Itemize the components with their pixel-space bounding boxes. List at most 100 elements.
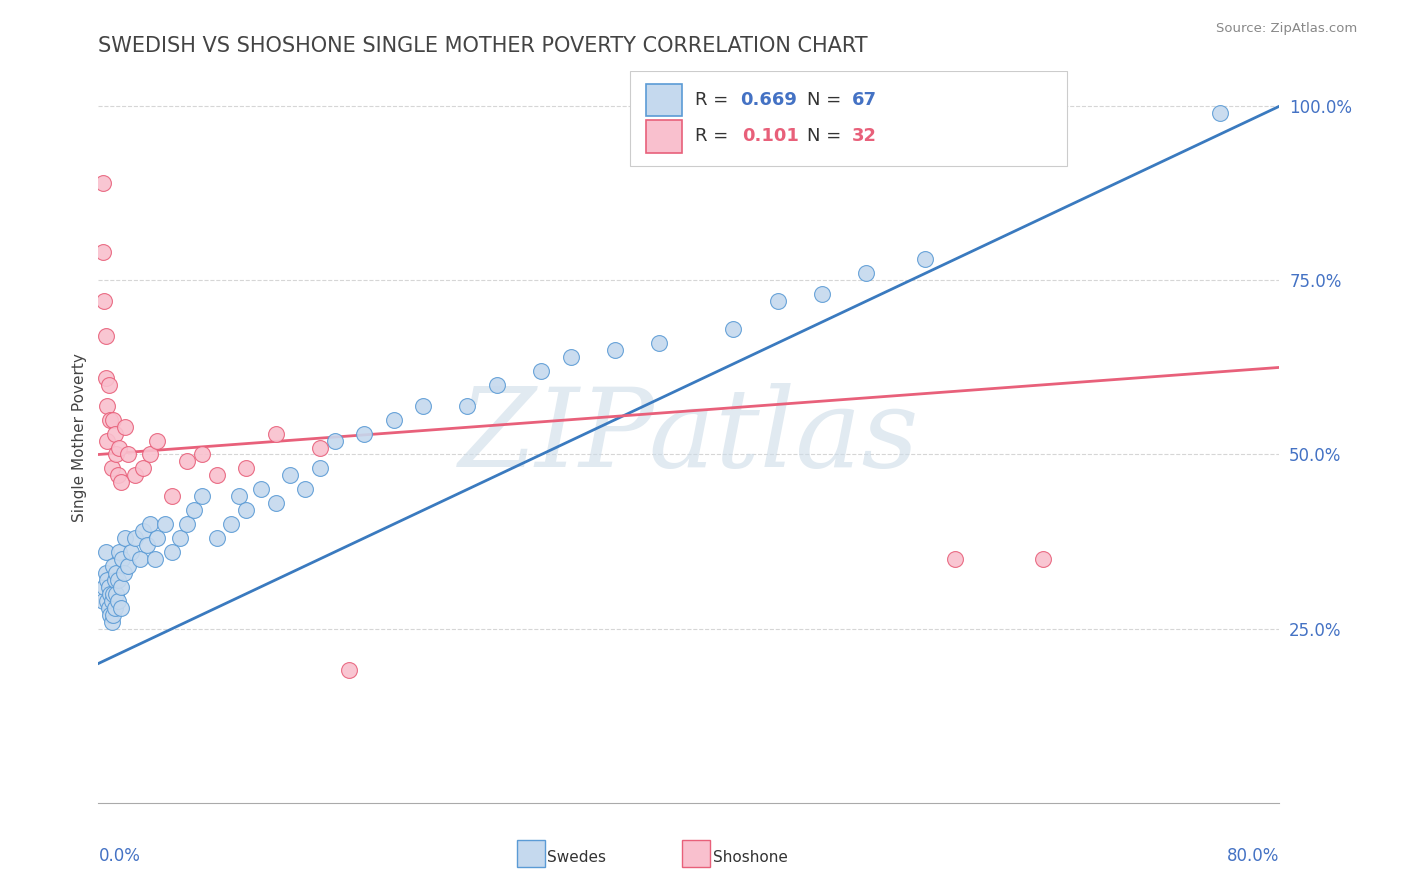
- Text: Swedes: Swedes: [547, 850, 606, 865]
- Point: [486, 377, 509, 392]
- Point: [353, 426, 375, 441]
- Point: [97, 580, 120, 594]
- Point: [96, 434, 118, 448]
- Point: [943, 552, 966, 566]
- Point: [96, 594, 118, 608]
- Point: [146, 531, 169, 545]
- Point: [139, 448, 162, 462]
- Text: ZIPatlas: ZIPatlas: [458, 384, 920, 491]
- Point: [98, 607, 121, 622]
- Point: [103, 607, 125, 622]
- Point: [93, 294, 115, 309]
- Text: R =: R =: [695, 91, 734, 109]
- Point: [98, 587, 121, 601]
- Point: [136, 538, 159, 552]
- Point: [146, 434, 169, 448]
- Point: [235, 503, 257, 517]
- Point: [117, 448, 139, 462]
- Point: [855, 266, 877, 280]
- Point: [176, 517, 198, 532]
- FancyBboxPatch shape: [516, 840, 546, 867]
- Point: [228, 489, 250, 503]
- Point: [128, 552, 150, 566]
- FancyBboxPatch shape: [647, 84, 682, 116]
- Point: [205, 468, 228, 483]
- Point: [107, 468, 129, 483]
- Point: [94, 545, 117, 559]
- Point: [91, 176, 114, 190]
- Point: [105, 587, 128, 601]
- FancyBboxPatch shape: [630, 71, 1067, 167]
- Point: [100, 594, 122, 608]
- Point: [280, 468, 302, 483]
- Point: [94, 329, 117, 343]
- Point: [114, 419, 136, 434]
- Point: [98, 412, 121, 426]
- Point: [120, 545, 142, 559]
- Point: [143, 552, 166, 566]
- FancyBboxPatch shape: [682, 840, 710, 867]
- Point: [339, 664, 361, 678]
- Point: [97, 377, 120, 392]
- Point: [294, 483, 316, 497]
- Point: [114, 531, 136, 545]
- Point: [162, 545, 183, 559]
- Point: [191, 489, 214, 503]
- FancyBboxPatch shape: [647, 120, 682, 153]
- Point: [183, 503, 205, 517]
- Point: [205, 531, 228, 545]
- Point: [112, 566, 135, 580]
- Point: [94, 566, 117, 580]
- Text: 0.101: 0.101: [742, 128, 799, 145]
- Point: [914, 252, 936, 267]
- Point: [100, 461, 122, 475]
- Point: [117, 558, 139, 573]
- Text: 80.0%: 80.0%: [1227, 847, 1279, 864]
- Point: [110, 600, 132, 615]
- Point: [96, 399, 118, 413]
- Point: [264, 426, 287, 441]
- Text: N =: N =: [807, 91, 846, 109]
- Text: 0.669: 0.669: [740, 91, 797, 109]
- Point: [648, 336, 671, 351]
- Point: [723, 322, 745, 336]
- Point: [153, 517, 176, 532]
- Point: [104, 600, 127, 615]
- Point: [93, 580, 115, 594]
- Point: [107, 594, 129, 608]
- Point: [110, 475, 132, 490]
- Text: R =: R =: [695, 128, 740, 145]
- Point: [191, 448, 214, 462]
- Text: N =: N =: [807, 128, 846, 145]
- Text: SWEDISH VS SHOSHONE SINGLE MOTHER POVERTY CORRELATION CHART: SWEDISH VS SHOSHONE SINGLE MOTHER POVERT…: [98, 36, 868, 56]
- Point: [235, 461, 257, 475]
- Text: 0.0%: 0.0%: [98, 847, 141, 864]
- Point: [107, 573, 129, 587]
- Text: Shoshone: Shoshone: [713, 850, 787, 865]
- Text: 67: 67: [852, 91, 877, 109]
- Point: [104, 573, 127, 587]
- Point: [1209, 106, 1232, 120]
- Point: [103, 558, 125, 573]
- Point: [124, 531, 146, 545]
- Point: [110, 580, 132, 594]
- Point: [1032, 552, 1054, 566]
- Text: 32: 32: [852, 128, 877, 145]
- Point: [124, 468, 146, 483]
- Point: [560, 350, 582, 364]
- Point: [176, 454, 198, 468]
- Point: [169, 531, 191, 545]
- Point: [250, 483, 273, 497]
- Text: Source: ZipAtlas.com: Source: ZipAtlas.com: [1216, 22, 1357, 36]
- Point: [104, 426, 127, 441]
- Point: [108, 545, 131, 559]
- Point: [97, 600, 120, 615]
- Point: [457, 399, 479, 413]
- Point: [105, 566, 128, 580]
- Point: [810, 287, 832, 301]
- Point: [162, 489, 183, 503]
- Point: [766, 294, 789, 309]
- Point: [382, 412, 405, 426]
- Point: [94, 371, 117, 385]
- Point: [309, 441, 332, 455]
